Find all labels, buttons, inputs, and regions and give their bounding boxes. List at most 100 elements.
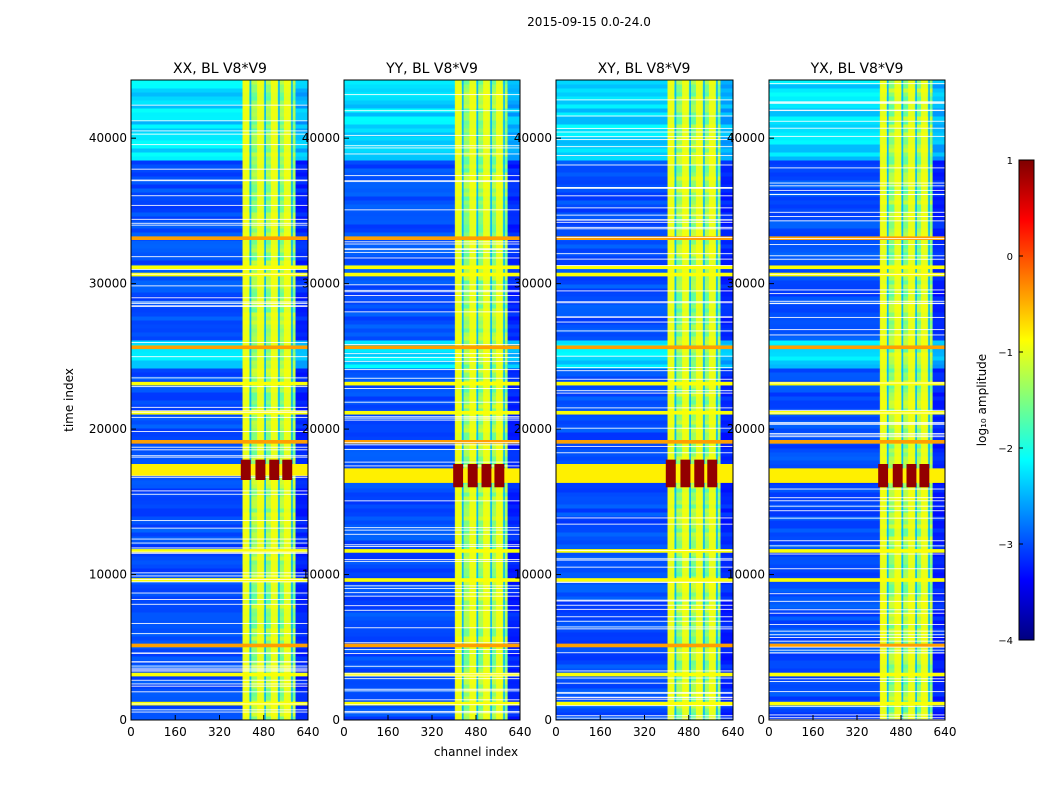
- rfi-band-cell: [455, 316, 508, 321]
- noise-cell: [769, 392, 881, 397]
- noise-cell: [344, 508, 456, 513]
- noise-cell: [295, 656, 308, 661]
- flag-line: [769, 329, 945, 331]
- rfi-band-cell: [880, 400, 933, 405]
- rfi-band-cell: [243, 564, 296, 569]
- rfi-band-cell: [243, 104, 296, 109]
- noise-cell: [344, 628, 456, 633]
- noise-cell: [131, 560, 244, 565]
- rfi-band-cell: [668, 92, 721, 97]
- noise-cell: [932, 588, 945, 593]
- rfi-band-cell: [880, 132, 933, 137]
- channel-gap: [689, 80, 691, 720]
- noise-cell: [131, 364, 244, 369]
- rfi-band-cell: [668, 180, 721, 185]
- flag-line: [769, 510, 945, 512]
- x-tick-label: 320: [633, 725, 656, 739]
- noise-cell: [344, 160, 456, 165]
- noise-cell: [344, 692, 456, 697]
- noise-cell: [507, 112, 520, 117]
- noise-cell: [720, 392, 733, 397]
- rfi-band-cell: [243, 120, 296, 125]
- noise-cell: [932, 624, 945, 629]
- noise-cell: [720, 396, 733, 401]
- noise-cell: [131, 592, 244, 597]
- noise-cell: [131, 228, 244, 233]
- rfi-band-cell: [668, 452, 721, 457]
- channel-gap: [476, 80, 479, 720]
- flag-line: [556, 378, 733, 380]
- flag-line: [344, 241, 520, 243]
- noise-cell: [295, 360, 308, 365]
- noise-cell: [295, 356, 308, 361]
- noise-cell: [344, 716, 456, 721]
- rfi-band-cell: [880, 488, 933, 493]
- noise-cell: [344, 424, 456, 429]
- noise-cell: [295, 144, 308, 149]
- noise-cell: [507, 432, 520, 437]
- noise-cell: [295, 388, 308, 393]
- rfi-band-cell: [880, 392, 933, 397]
- rfi-band-cell: [668, 624, 721, 629]
- channel-gap: [901, 80, 904, 720]
- noise-cell: [720, 96, 733, 101]
- rfi-band-cell: [880, 656, 933, 661]
- noise-cell: [131, 92, 244, 97]
- flag-line: [556, 219, 733, 221]
- rfi-band-cell: [880, 304, 933, 309]
- channel-gap: [264, 80, 266, 720]
- noise-cell: [932, 628, 945, 633]
- rfi-band-cell: [455, 232, 508, 237]
- rfi-band-cell: [668, 596, 721, 601]
- flag-line: [556, 692, 733, 694]
- rfi-band-cell: [668, 680, 721, 685]
- noise-cell: [932, 652, 945, 657]
- noise-cell: [769, 512, 881, 517]
- flag-line: [556, 136, 733, 138]
- noise-cell: [769, 296, 881, 301]
- rfi-band-cell: [668, 656, 721, 661]
- noise-cell: [556, 504, 669, 509]
- noise-cell: [720, 200, 733, 205]
- flag-line: [344, 544, 520, 546]
- flag-line: [769, 193, 945, 195]
- noise-cell: [720, 180, 733, 185]
- flag-line: [131, 204, 308, 206]
- rfi-band-cell: [243, 88, 296, 93]
- noise-cell: [556, 696, 669, 701]
- noise-cell: [556, 352, 669, 357]
- noise-cell: [507, 560, 520, 565]
- flag-line: [556, 258, 733, 260]
- noise-cell: [344, 612, 456, 617]
- noise-cell: [769, 88, 881, 93]
- flag-line: [769, 568, 945, 570]
- noise-cell: [720, 216, 733, 221]
- noise-cell: [720, 612, 733, 617]
- flag-line: [131, 431, 308, 433]
- noise-cell: [720, 84, 733, 89]
- rfi-band-cell: [455, 588, 508, 593]
- noise-cell: [932, 80, 945, 85]
- y-axis-label: time index: [62, 368, 76, 432]
- flag-line: [769, 382, 945, 384]
- noise-cell: [295, 624, 308, 629]
- noise-cell: [720, 448, 733, 453]
- noise-cell: [507, 504, 520, 509]
- noise-cell: [720, 280, 733, 285]
- noise-cell: [507, 232, 520, 237]
- noise-cell: [344, 580, 456, 585]
- noise-cell: [131, 280, 244, 285]
- flag-line: [769, 678, 945, 680]
- flag-line: [769, 646, 945, 648]
- rfi-band-cell: [455, 660, 508, 665]
- flag-line: [131, 572, 308, 574]
- noise-cell: [344, 536, 456, 541]
- noise-cell: [769, 612, 881, 617]
- noise-cell: [295, 332, 308, 337]
- flag-line: [769, 182, 945, 184]
- noise-cell: [344, 328, 456, 333]
- noise-cell: [556, 708, 669, 713]
- noise-cell: [507, 648, 520, 653]
- flag-line: [131, 551, 308, 553]
